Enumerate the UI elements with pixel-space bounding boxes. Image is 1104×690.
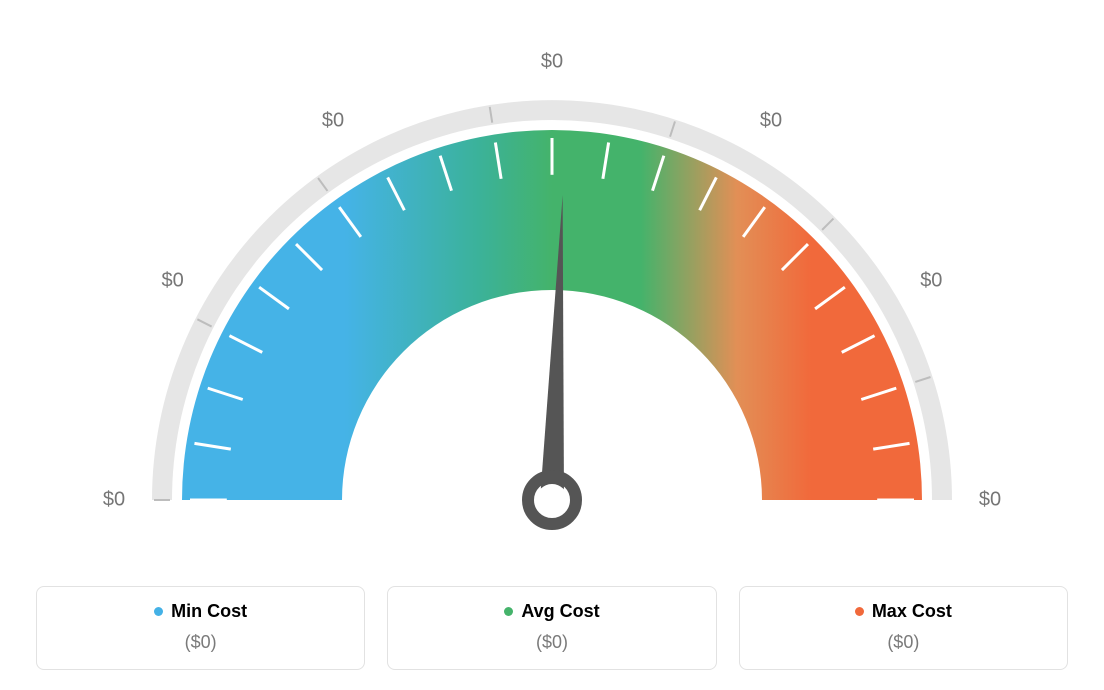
gauge-area: $0 $0 $0 $0 $0 $0 $0: [0, 0, 1104, 560]
legend-row: Min Cost ($0) Avg Cost ($0) Max Cost ($0…: [0, 586, 1104, 670]
legend-value-avg: ($0): [398, 632, 705, 653]
legend-dot-max: [855, 607, 864, 616]
legend-card-avg: Avg Cost ($0): [387, 586, 716, 670]
legend-title-avg: Avg Cost: [521, 601, 599, 622]
legend-dot-avg: [504, 607, 513, 616]
legend-title-min: Min Cost: [171, 601, 247, 622]
gauge-tick-label: $0: [162, 270, 184, 293]
legend-value-max: ($0): [750, 632, 1057, 653]
gauge-tick-label: $0: [322, 109, 344, 132]
gauge-tick-label: $0: [103, 489, 125, 512]
gauge-tick-label: $0: [979, 489, 1001, 512]
legend-title-max: Max Cost: [872, 601, 952, 622]
legend-card-max: Max Cost ($0): [739, 586, 1068, 670]
cost-gauge-chart: $0 $0 $0 $0 $0 $0 $0 Min Cost ($0) Avg Cost ($…: [0, 0, 1104, 690]
legend-card-min: Min Cost ($0): [36, 586, 365, 670]
legend-dot-min: [154, 607, 163, 616]
legend-value-min: ($0): [47, 632, 354, 653]
gauge-tick-label: $0: [760, 109, 782, 132]
gauge-tick-label: $0: [541, 51, 563, 74]
gauge-tick-label: $0: [920, 270, 942, 293]
